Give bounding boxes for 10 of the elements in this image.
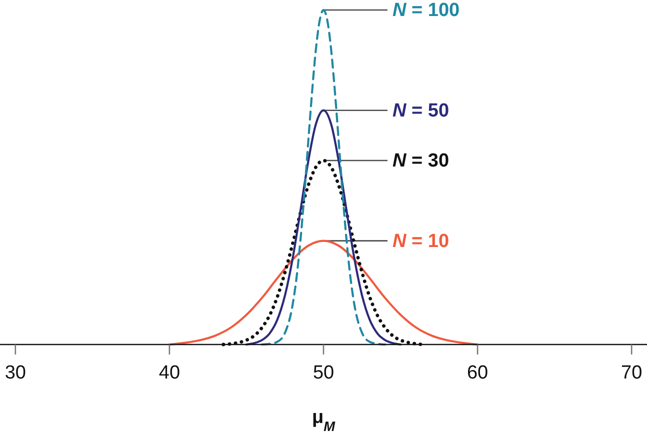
x-tick-label: 30 xyxy=(4,362,26,384)
x-tick-label: 40 xyxy=(158,362,180,384)
x-tick-label: 60 xyxy=(466,362,488,384)
x-axis-title: μ$_{M}$ xyxy=(312,407,336,434)
x-tick-label: 70 xyxy=(621,362,642,384)
series-label: N = 10 xyxy=(392,230,450,252)
text: N = 100 xyxy=(392,0,460,20)
text: N = 30 xyxy=(392,150,450,172)
text: N = 50 xyxy=(392,100,450,121)
x-tick-label: 50 xyxy=(312,362,334,384)
